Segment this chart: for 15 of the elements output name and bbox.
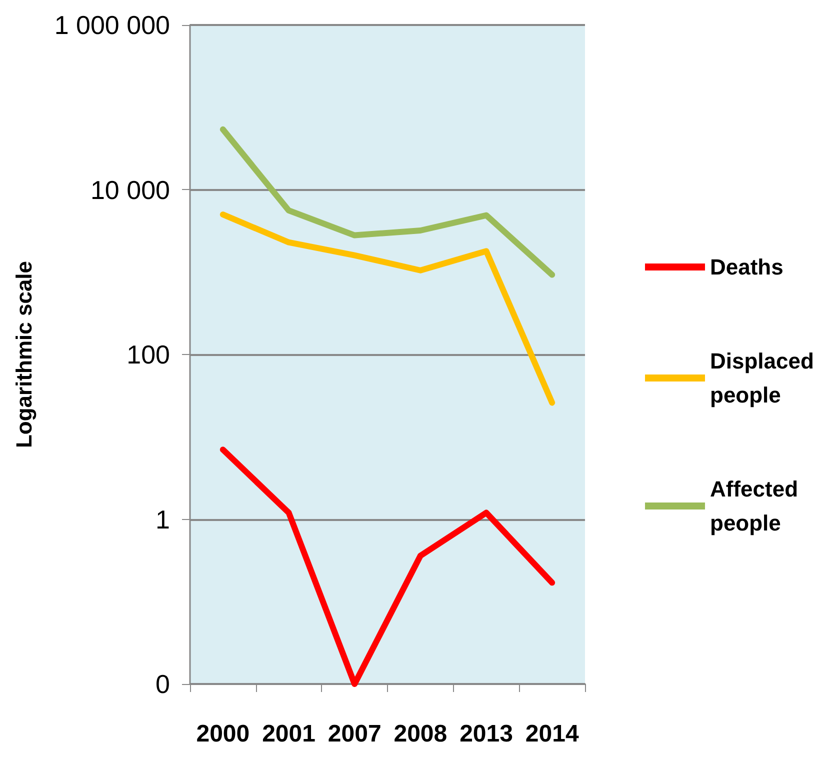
x-tick-label: 2014 <box>525 720 580 748</box>
x-tick-label: 2013 <box>460 720 513 748</box>
x-tick-label: 2007 <box>328 720 382 748</box>
x-tick-label: 2001 <box>262 720 316 748</box>
x-tick-label: 2000 <box>196 720 250 748</box>
y-tick-label: 1 000 000 <box>54 10 170 40</box>
y-tick-label: 1 <box>156 504 170 534</box>
x-tick-label: 2008 <box>394 720 448 748</box>
legend-label: Affected people <box>710 476 804 536</box>
y-tick-label: 0 <box>156 669 170 699</box>
y-axis-title: Logarithmic scale <box>12 260 36 448</box>
y-tick-label: 100 <box>126 340 170 370</box>
y-tick-label: 10 000 <box>90 174 170 205</box>
legend-label: Displaced people <box>710 348 820 408</box>
legend-label: Deaths <box>710 254 784 280</box>
